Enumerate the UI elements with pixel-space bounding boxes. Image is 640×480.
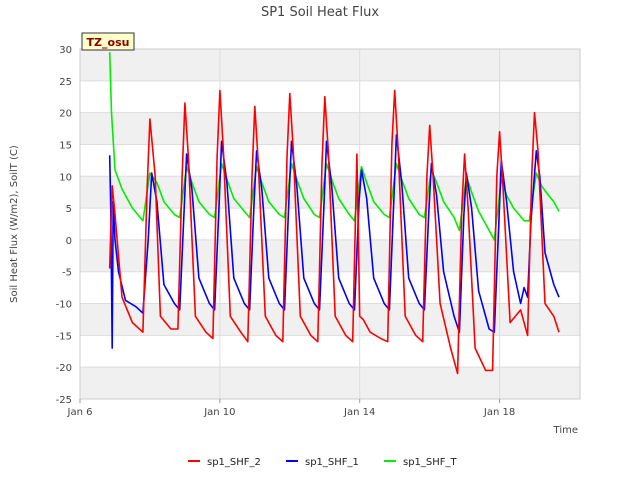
plot-band (80, 367, 580, 399)
x-axis-ticks: Jan 6 Jan 10 Jan 14 Jan 18 (67, 399, 515, 418)
y-axis-title: Soil Heat Flux (W/m2), SoilT (C) (9, 145, 20, 303)
y-tick-label: 5 (66, 204, 72, 215)
x-tick-label: Jan 18 (483, 407, 515, 418)
chart-title: SP1 Soil Heat Flux (261, 5, 379, 20)
y-tick-label: -15 (56, 331, 72, 342)
y-tick-label: 0 (66, 236, 72, 247)
annotation-label: TZ_osu (87, 36, 130, 49)
y-axis-ticks: -25 -20 -15 -10 -5 0 5 10 15 20 25 30 (56, 45, 72, 406)
x-tick-label: Jan 6 (67, 407, 93, 418)
plot-band (80, 335, 580, 368)
series-layer (108, 52, 560, 375)
y-tick-label: -10 (56, 300, 72, 311)
annotation-badge: TZ_osu (81, 32, 135, 51)
y-tick-label: -20 (56, 363, 72, 374)
x-tick-label: Jan 10 (203, 407, 235, 418)
y-tick-label: 30 (59, 45, 72, 56)
legend-label: sp1_SHF_T (403, 457, 458, 468)
y-tick-label: 15 (59, 140, 72, 151)
y-tick-label: 10 (59, 172, 72, 183)
plot-frame (79, 48, 581, 400)
x-tick-label: Jan 14 (343, 407, 375, 418)
y-tick-label: 20 (59, 109, 72, 120)
y-tick-label: -5 (62, 268, 72, 279)
plot-band (80, 271, 580, 304)
legend-label: sp1_SHF_2 (207, 457, 261, 468)
plot-band (80, 112, 580, 145)
plot-band (80, 239, 580, 272)
series-line-sp1-shf-2 (108, 89, 560, 375)
plot-band (80, 49, 580, 81)
y-tick-label: 25 (59, 77, 72, 88)
y-tick-label: -25 (56, 395, 72, 406)
legend: sp1_SHF_2 sp1_SHF_1 sp1_SHF_T (188, 457, 458, 468)
plot-band (80, 303, 580, 336)
plot-band (80, 80, 580, 113)
x-axis-title: Time (553, 425, 578, 436)
legend-label: sp1_SHF_1 (305, 457, 359, 468)
